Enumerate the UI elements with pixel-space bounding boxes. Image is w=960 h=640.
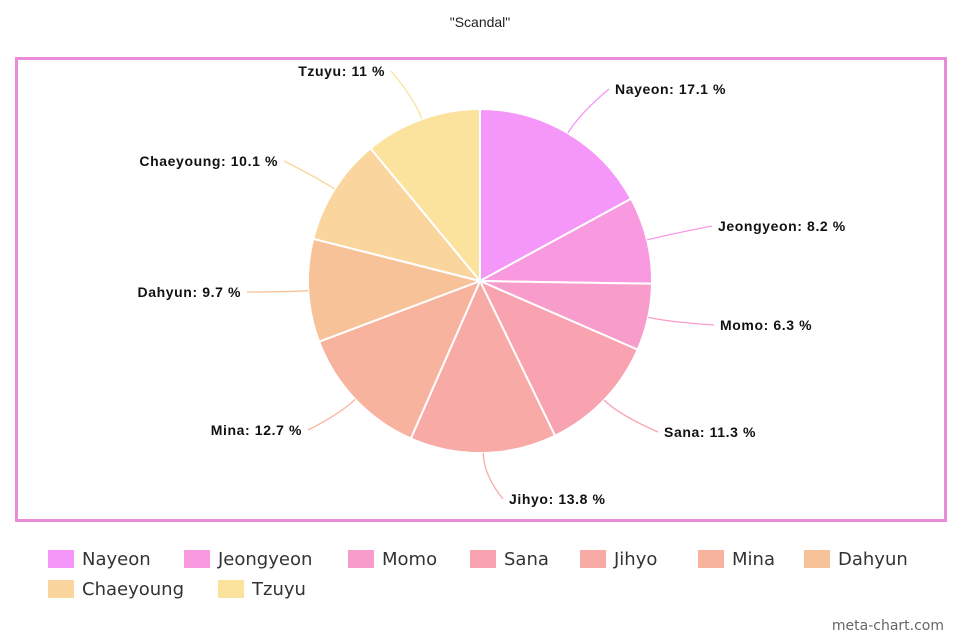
connector-dahyun [246,290,309,293]
pie-slice-tzuyu [369,107,481,284]
data-label-tzuyu: Tzuyu: 11 % [298,63,385,79]
legend-label: Nayeon [82,548,151,570]
label-connectors [246,70,715,500]
data-label-mina: Mina: 12.7 % [211,422,302,438]
connector-nayeon [567,88,610,134]
legend-label: Tzuyu [252,578,306,600]
connector-jeongyeon [646,225,713,241]
connector-momo [647,316,715,326]
legend-item-momo[interactable]: Momo [348,548,437,570]
legend-item-chaeyoung[interactable]: Chaeyoung [48,578,184,600]
legend-item-jihyo[interactable]: Jihyo [580,548,657,570]
pie-slice-nayeon [479,107,633,283]
legend-swatch [218,580,244,598]
data-label-jeongyeon: Jeongyeon: 8.2 % [718,218,846,234]
legend-item-sana[interactable]: Sana [470,548,549,570]
legend-label: Jeongyeon [218,548,313,570]
legend-item-tzuyu[interactable]: Tzuyu [218,578,306,600]
plot-frame [15,57,947,522]
pie-slice-chaeyoung [312,146,483,283]
connector-mina [307,398,356,431]
chart-title: "Scandal" [449,14,511,30]
legend-swatch [470,550,496,568]
data-label-jihyo: Jihyo: 13.8 % [509,491,606,507]
legend-item-jeongyeon[interactable]: Jeongyeon [184,548,312,570]
legend-swatch [698,550,724,568]
data-label-momo: Momo: 6.3 % [720,317,812,333]
connector-sana [603,399,659,433]
data-labels: Nayeon: 17.1 % Jeongyeon: 8.2 % Momo: 6.3 … [138,63,846,507]
legend-label: Chaeyoung [82,578,184,600]
connector-chaeyoung [283,160,336,190]
watermark: meta-chart.com [831,618,944,634]
legend-label: Momo [382,548,438,570]
data-label-chaeyoung: Chaeyoung: 10.1 % [139,153,278,169]
legend-label: Jihyo [614,548,658,570]
data-label-dahyun: Dahyun: 9.7 % [138,284,242,300]
data-label-nayeon: Nayeon: 17.1 % [615,81,726,97]
connector-tzuyu [390,70,423,120]
connector-jihyo [482,452,504,500]
legend-swatch [348,550,374,568]
legend-label: Dahyun [838,548,908,570]
pie-slice-mina [317,279,482,440]
legend-item-mina[interactable]: Mina [698,548,775,570]
legend-label: Mina [732,548,775,570]
legend-item-nayeon[interactable]: Nayeon [48,548,151,570]
legend-swatch [804,550,830,568]
data-label-sana: Sana: 11.3 % [664,424,756,440]
legend-swatch [580,550,606,568]
pie-slice-jeongyeon [476,197,653,285]
legend-swatch [184,550,210,568]
legend-item-dahyun[interactable]: Dahyun [804,548,908,570]
legend-swatch [48,580,74,598]
legend-swatch [48,550,74,568]
pie-slices [307,107,653,454]
legend-label: Sana [504,548,549,570]
